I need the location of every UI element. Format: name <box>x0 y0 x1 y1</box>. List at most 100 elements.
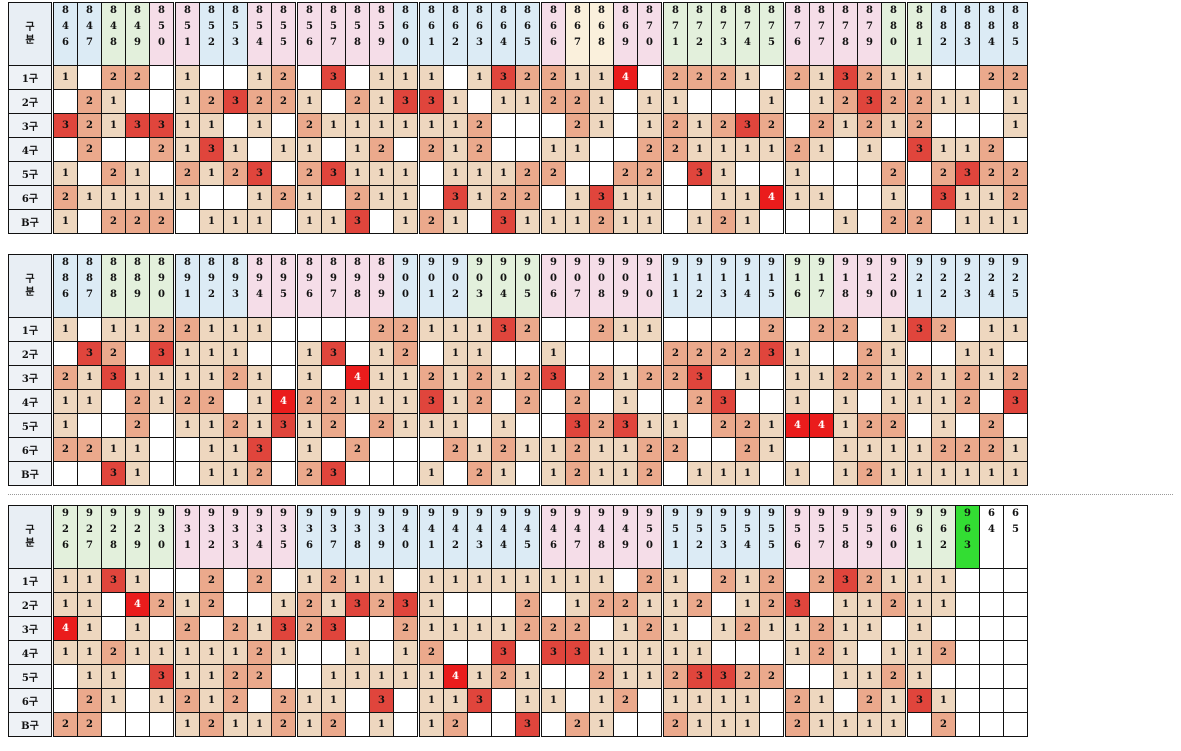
table-row: B구 2 2 1 2 1 1 2 1 2 1 1 2 3 2 1 2 1 1 1 2 1 1 1 1 2 <box>8 712 1028 737</box>
count-cell <box>955 688 980 713</box>
count-cell: 1 <box>881 568 907 593</box>
count-cell: 1 <box>931 137 956 162</box>
round-header: 8 5 5 <box>271 2 297 66</box>
round-header: 8 9 6 <box>295 254 322 318</box>
count-cell: 1 <box>393 209 419 234</box>
count-cell <box>125 712 150 737</box>
count-cell: 2 <box>931 161 956 186</box>
count-cell: 2 <box>491 185 516 210</box>
count-cell: 1 <box>711 461 736 486</box>
round-header: 9 1 5 <box>759 254 785 318</box>
count-cell: 1 <box>881 461 907 486</box>
count-cell <box>979 568 1004 593</box>
count-cell <box>809 437 834 462</box>
count-cell: 2 <box>393 317 419 342</box>
count-cell: 1 <box>661 640 688 665</box>
count-cell <box>321 317 346 342</box>
count-cell: 1 <box>345 161 370 186</box>
count-cell: 1 <box>833 616 858 641</box>
count-cell: 1 <box>443 688 468 713</box>
count-cell: 1 <box>735 185 760 210</box>
count-cell <box>51 89 78 114</box>
count-cell: 1 <box>125 461 150 486</box>
count-cell: 1 <box>295 413 322 438</box>
count-cell <box>905 341 932 366</box>
count-cell: 3 <box>833 65 858 90</box>
count-cell <box>931 341 956 366</box>
count-cell <box>687 413 712 438</box>
count-cell: 1 <box>125 437 150 462</box>
count-cell <box>881 137 907 162</box>
count-cell: 2 <box>515 161 541 186</box>
count-cell <box>759 389 785 414</box>
count-cell: 1 <box>125 616 150 641</box>
count-cell <box>711 89 736 114</box>
count-cell: 1 <box>247 209 272 234</box>
count-cell: 2 <box>247 461 272 486</box>
round-header: 8 5 8 <box>345 2 370 66</box>
count-cell: 1 <box>613 185 638 210</box>
count-cell: 1 <box>173 413 200 438</box>
count-cell <box>637 65 663 90</box>
count-cell: 2 <box>881 89 907 114</box>
count-cell: 1 <box>345 568 370 593</box>
round-header: 8 8 0 <box>881 2 907 66</box>
count-cell: 1 <box>735 65 760 90</box>
count-cell: 1 <box>223 341 248 366</box>
round-header: 8 7 1 <box>661 2 688 66</box>
count-cell: 1 <box>393 185 419 210</box>
round-header: 8 6 4 <box>491 2 516 66</box>
count-cell <box>735 640 760 665</box>
count-cell <box>833 688 858 713</box>
count-cell: 3 <box>369 688 394 713</box>
count-cell: 2 <box>51 712 78 737</box>
count-cell <box>491 712 516 737</box>
count-cell: 3 <box>149 341 175 366</box>
count-cell: 1 <box>247 413 272 438</box>
count-cell <box>369 616 394 641</box>
count-cell: 2 <box>295 616 322 641</box>
count-cell: 2 <box>613 161 638 186</box>
count-cell: 2 <box>881 413 907 438</box>
count-cell: 2 <box>881 592 907 617</box>
count-cell: 2 <box>515 365 541 390</box>
count-cell: 1 <box>711 137 736 162</box>
count-cell <box>443 65 468 90</box>
round-header: 9 0 2 <box>443 254 468 318</box>
count-cell: 1 <box>905 592 932 617</box>
count-cell <box>759 65 785 90</box>
count-cell <box>345 616 370 641</box>
count-cell <box>515 461 541 486</box>
count-cell: 1 <box>931 568 956 593</box>
count-cell: 2 <box>321 568 346 593</box>
count-cell: 1 <box>295 688 322 713</box>
count-cell <box>77 65 102 90</box>
row-label: 6구 <box>8 688 53 713</box>
count-cell: 1 <box>417 592 444 617</box>
count-cell: 2 <box>369 413 394 438</box>
count-cell <box>101 389 126 414</box>
count-cell <box>857 640 882 665</box>
round-header: 9 6 0 <box>881 505 907 569</box>
round-header: 8 6 6 <box>539 2 566 66</box>
count-cell <box>101 137 126 162</box>
count-cell: 2 <box>637 137 663 162</box>
count-cell: 2 <box>515 592 541 617</box>
count-cell <box>345 341 370 366</box>
count-cell: 1 <box>467 568 492 593</box>
round-header: 8 6 8 <box>589 2 614 66</box>
count-cell: 1 <box>295 568 322 593</box>
count-cell: 1 <box>199 640 224 665</box>
count-cell <box>51 341 78 366</box>
table-row: 3구 3 2 1 3 3 1 1 1 2 1 1 1 1 1 1 2 2 1 1 2 1 2 3 2 2 1 2 1 2 1 <box>8 113 1028 138</box>
count-cell: 1 <box>247 65 272 90</box>
count-cell <box>539 317 566 342</box>
count-cell: 1 <box>539 461 566 486</box>
round-header: 8 4 7 <box>77 2 102 66</box>
count-cell: 1 <box>247 113 272 138</box>
round-header: 8 7 8 <box>833 2 858 66</box>
count-cell: 1 <box>687 209 712 234</box>
count-cell: 2 <box>881 209 907 234</box>
round-header: 9 4 3 <box>467 505 492 569</box>
